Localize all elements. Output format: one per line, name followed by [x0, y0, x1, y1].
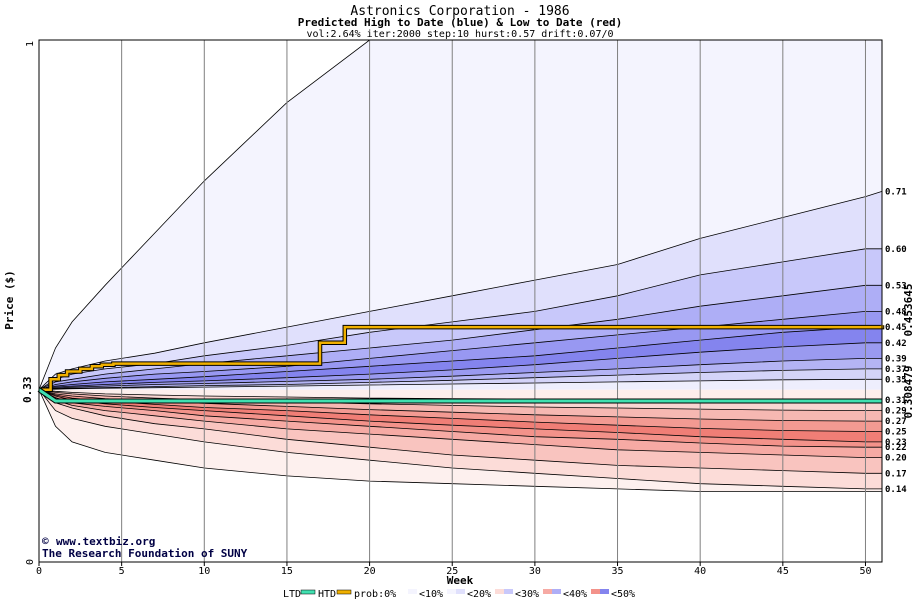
legend-item-0: <10%	[419, 589, 443, 600]
legend-item-1: <20%	[467, 589, 491, 600]
y-tick-0: 0	[25, 559, 36, 565]
legend-swatch-high-3	[552, 589, 561, 594]
right-value-labels: 0.71 0.60 0.53 0.48 0.45 0.42 0.390.370.35 0.31…	[885, 187, 907, 495]
low-band-50pct	[39, 389, 882, 432]
legend-htd-label: HTD	[318, 589, 336, 600]
x-tick-40: 40	[694, 566, 706, 577]
legend-swatch-high-0	[408, 589, 417, 594]
legend-item-2: <30%	[515, 589, 539, 600]
right-label-0.71: 0.71	[885, 187, 907, 197]
legend-swatch-low-4	[591, 589, 600, 594]
low-band-40pct	[39, 389, 882, 442]
htd-value-label: 0.453645	[902, 284, 915, 337]
copyright-icon: ©	[42, 535, 49, 548]
low-band-5pct	[39, 389, 882, 489]
x-tick-0: 0	[36, 566, 42, 577]
x-tick-50: 50	[859, 566, 871, 577]
legend-swatch-low-0	[399, 589, 408, 594]
low-band-60pct	[39, 389, 882, 422]
start-price-label: 0.33	[21, 376, 34, 403]
high-band-80pct	[39, 379, 882, 390]
x-tick-30: 30	[529, 566, 541, 577]
right-label-0.29: 0.29	[885, 407, 907, 417]
high-band-1pct	[39, 40, 882, 390]
right-label-0.31: 0.31	[885, 396, 907, 406]
high-band-70pct	[39, 368, 882, 390]
high-band-30pct	[39, 311, 882, 390]
low-band-10pct	[39, 389, 882, 474]
probability-bands	[39, 40, 882, 492]
x-tick-45: 45	[777, 566, 789, 577]
chart-title: Astronics Corporation - 1986	[350, 4, 569, 19]
right-label-0.60: 0.60	[885, 245, 907, 255]
date-lines	[37, 324, 885, 404]
chart-subtitle: Predicted High to Date (blue) & Low to D…	[298, 16, 623, 29]
credit-organization: The Research Foundation of SUNY	[42, 547, 248, 560]
legend-swatch-high-1	[456, 589, 465, 594]
low-band-1pct	[39, 389, 882, 492]
x-tick-20: 20	[364, 566, 376, 577]
right-label-0.23: 0.23	[885, 438, 907, 448]
right-label-0.39: 0.39	[885, 354, 907, 364]
right-label-0.17: 0.17	[885, 469, 907, 479]
y-tick-1: 1	[25, 41, 36, 47]
ltd-line	[38, 388, 882, 403]
legend-item-4: <50%	[611, 589, 635, 600]
right-label-0.25: 0.25	[885, 428, 907, 438]
low-band-80pct	[39, 389, 882, 401]
low-band-20pct	[39, 389, 882, 458]
x-tick-10: 10	[198, 566, 210, 577]
x-axis-label: Week	[447, 574, 474, 587]
x-tick-15: 15	[281, 566, 293, 577]
legend-swatch-low-3	[543, 589, 552, 594]
right-label-0.53: 0.53	[885, 281, 907, 291]
y-axis-label: Price ($)	[3, 270, 16, 330]
x-tick-35: 35	[612, 566, 624, 577]
credit-url: www.textbiz.org	[56, 535, 155, 548]
legend-ltd-label: LTD	[283, 589, 301, 600]
vertical-gridlines	[121, 40, 866, 562]
low-band-30pct	[39, 389, 882, 448]
legend-swatch-high-2	[504, 589, 513, 594]
ltd-value-label: 0.308479	[902, 366, 915, 419]
right-label-0.45: 0.45	[885, 323, 907, 333]
right-label-0.22: 0.22	[885, 443, 907, 453]
right-label-0.48: 0.48	[885, 307, 907, 317]
x-tick-25: 25	[446, 566, 458, 577]
plot-frame	[38, 39, 883, 563]
legend-prob-swatches: <10% <20% <30% <40% <50%	[399, 589, 635, 600]
legend-item-3: <40%	[563, 589, 587, 600]
x-tick-5: 5	[119, 566, 125, 577]
chart-params: vol:2.64% iter:2000 step:10 hurst:0.57 d…	[306, 29, 613, 40]
right-label-0.20: 0.20	[885, 454, 907, 464]
legend-swatch-low-1	[447, 589, 456, 594]
legend-prob-label: prob:0%	[354, 589, 396, 600]
legend: LTD HTD prob:0% <10% <20% <30% <40% <50%	[283, 589, 635, 600]
high-band-5pct	[39, 191, 882, 390]
high-band-10pct	[39, 248, 882, 390]
right-label-0.35: 0.35	[885, 375, 907, 385]
legend-swatch-low-2	[495, 589, 504, 594]
right-label-0.27: 0.27	[885, 417, 907, 427]
legend-htd-swatch	[336, 589, 352, 595]
right-label-0.37: 0.37	[885, 365, 907, 375]
x-axis-ticks: 0 5 10 15 20 25 30 35 40 45 50	[36, 562, 871, 577]
htd-line	[39, 325, 884, 391]
right-label-0.14: 0.14	[885, 485, 907, 495]
legend-ltd-swatch	[300, 589, 316, 595]
legend-swatch-high-4	[600, 589, 609, 594]
right-label-0.42: 0.42	[885, 339, 907, 349]
